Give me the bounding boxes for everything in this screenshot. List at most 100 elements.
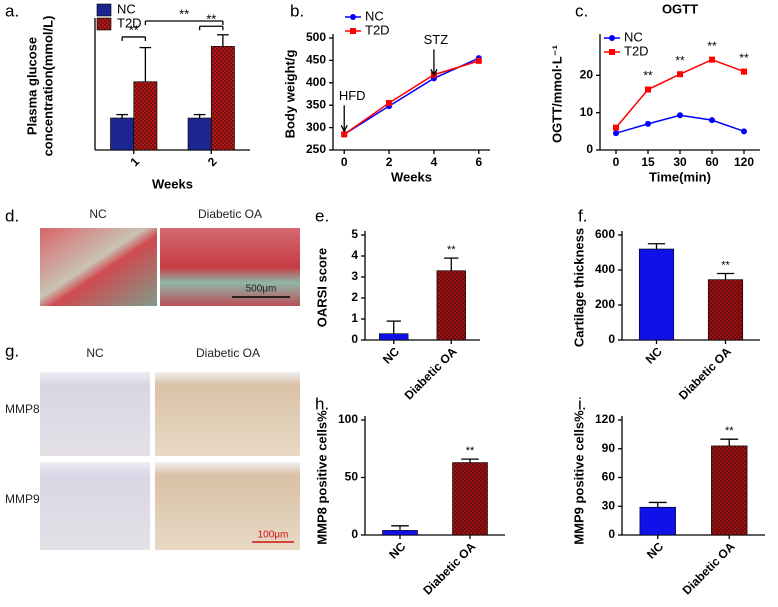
significance: ** [179,6,189,21]
y-tick-label: 20 [580,68,594,82]
x-tick-label: NC [380,344,402,366]
significance: ** [725,425,734,437]
image-nc [40,228,157,306]
marker [677,71,683,78]
panel-label: g. [5,341,19,360]
y-tick-label: 250 [306,142,326,156]
marker [677,112,683,119]
x-tick-label: NC [643,344,665,366]
column-label: Diabetic OA [198,207,262,221]
x-tick-label: 60 [705,155,719,169]
marker [341,131,348,138]
legend-marker [350,28,356,34]
x-tick-label: 2 [205,154,220,169]
error-bar [461,458,479,463]
y-tick-label: 0 [608,332,615,346]
y-tick-label: 60 [602,470,616,484]
y-tick-label: 1 [351,311,358,325]
x-tick-label: 0 [341,155,348,169]
y-axis-label: OARSI score [314,248,329,327]
significance: ** [739,51,749,65]
x-tick-label: NC [644,539,666,561]
y-tick-label: 300 [306,120,326,134]
marker [613,130,619,137]
annotation: HFD [339,88,366,103]
y-tick-label: 50 [345,470,359,484]
image-mmp9-oa [155,462,300,550]
error-bar [193,113,206,118]
column-label: NC [86,346,104,360]
error-bar [391,525,409,531]
x-tick-label: 1 [127,154,142,169]
y-tick-label: 0 [351,332,358,346]
marker [645,86,651,93]
chart-title: OGTT [662,1,698,16]
error-bar [217,34,229,47]
bar [638,248,675,341]
y-tick-label: 100 [338,412,358,426]
significance: ** [675,53,685,67]
image-oa [160,228,300,306]
x-tick-label: 0 [613,155,620,169]
error-bar [720,438,739,446]
scale-bar-label: 100μm [258,530,289,541]
legend-marker [609,35,615,41]
x-tick-label: 30 [673,155,687,169]
significance: ** [643,69,653,83]
y-axis-label: OGTT/mmol·L⁻¹ [549,45,564,143]
marker [741,68,747,75]
x-tick-label: 15 [641,155,655,169]
bar [452,462,488,536]
y-tick-label: 3 [351,269,358,283]
histology-g: 100μm g. NC Diabetic OA MMP8 MMP9 [5,341,300,550]
legend-swatch [96,3,112,17]
significance: ** [707,39,717,53]
marker [386,99,393,106]
y-tick-label: 4 [351,248,358,262]
error-bar [648,501,667,508]
x-tick-label: 6 [475,155,482,169]
error-bar [139,46,152,82]
arrow-head [340,125,348,133]
significance: ** [129,22,139,37]
marker [645,120,651,127]
marker [475,57,482,64]
significance: ** [447,244,456,256]
bar [639,506,676,536]
annotation: STZ [424,32,449,47]
panel-label: d. [5,206,19,225]
x-tick-label: Diabetic OA [680,539,738,597]
bar [707,279,744,341]
significance: ** [721,259,730,271]
y-axis-label: Body weight/g [282,50,297,139]
panel-label: e. [315,206,329,225]
x-tick-label: 2 [386,155,393,169]
y-tick-label: 0 [351,527,358,541]
error-bar [716,272,735,280]
marker [613,124,619,131]
row-label: MMP9 [5,492,40,506]
x-axis-label: Weeks [152,176,193,191]
marker [709,56,715,63]
bar [110,117,135,151]
panel-label: f. [578,206,587,225]
marker [741,128,747,135]
y-axis-label: MMP9 positive cells% [571,410,586,545]
series-line [343,60,480,135]
y-tick-label: 500 [306,30,326,44]
legend-swatch [96,17,112,31]
legend-label: NC [117,1,136,16]
y-tick-label: 350 [306,97,326,111]
y-tick-label: 600 [595,227,615,241]
histology-d: 500μm d. NC Diabetic OA [5,206,300,306]
y-tick-label: 400 [595,262,615,276]
bar [210,46,235,151]
y-axis-label: Cartilage thickness [571,228,586,347]
y-tick-label: 10 [580,105,594,119]
bar [379,333,409,341]
bar [436,270,466,341]
error-bar [647,243,666,249]
y-tick-label: 200 [595,297,615,311]
legend-marker [609,49,615,55]
x-tick-label: Diabetic OA [402,344,460,402]
